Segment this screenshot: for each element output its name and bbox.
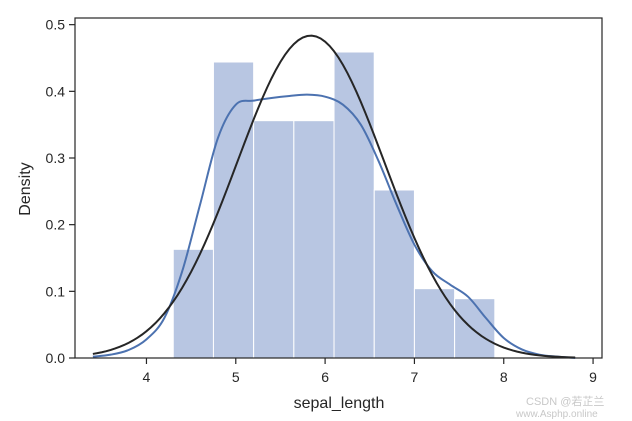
x-tick-label: 5 (232, 369, 240, 385)
histogram-bar (253, 120, 295, 359)
histogram-bar (373, 189, 415, 359)
x-tick-label: 6 (321, 369, 329, 385)
watermark-line1: CSDN @若芷兰 (526, 395, 604, 408)
x-tick-label: 4 (143, 369, 151, 385)
histogram-bar (413, 288, 456, 359)
normal-fit-curve (92, 34, 576, 359)
y-tick-label: 0.0 (46, 350, 66, 366)
histogram-bar (333, 51, 375, 359)
y-tick-label: 0.2 (46, 217, 66, 233)
y-axis-ticks: 0.0 0.1 0.2 0.3 0.4 0.5 (46, 17, 75, 366)
histogram-bar (212, 61, 255, 359)
x-tick-label: 8 (500, 369, 508, 385)
y-tick-label: 0.3 (46, 150, 66, 166)
watermark-line2: www.Asphp.online (515, 409, 598, 420)
y-tick-label: 0.1 (46, 283, 66, 299)
y-tick-label: 0.4 (46, 83, 66, 99)
x-axis-ticks: 4 5 6 7 8 9 (143, 358, 597, 385)
x-axis-label: sepal_length (294, 395, 385, 412)
histogram-bar (293, 120, 335, 359)
x-tick-label: 7 (411, 369, 419, 385)
y-tick-label: 0.5 (46, 17, 66, 33)
plot-frame (74, 17, 603, 359)
y-axis-label: Density (17, 162, 34, 215)
kde-curve (92, 93, 576, 359)
histogram-bar (454, 298, 496, 359)
x-tick-label: 9 (589, 369, 597, 385)
